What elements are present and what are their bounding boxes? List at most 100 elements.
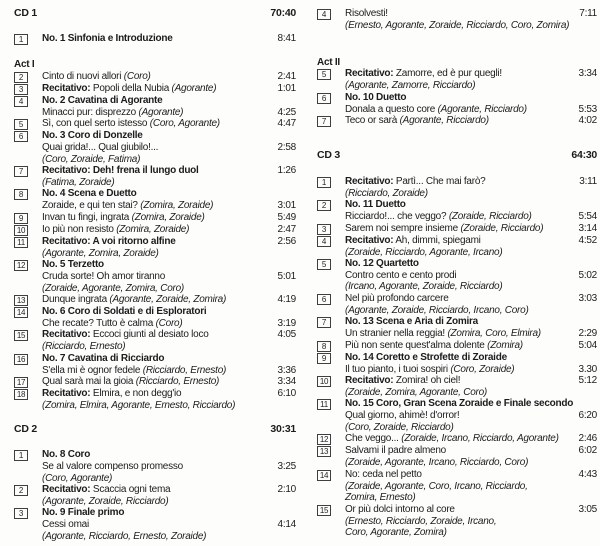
track-row: 1 No. 8 Coro xyxy=(14,449,296,462)
track-duration: 3:14 xyxy=(578,222,598,234)
track-title: Un stranier nella reggia! (Zomira, Coro,… xyxy=(345,328,541,339)
track-duration: 2:56 xyxy=(277,235,297,247)
cd-header: CD 2 30:31 xyxy=(14,423,296,435)
track-title: (Ernesto, Agorante, Zoraide, Ricciardo, … xyxy=(345,20,570,31)
track-number-cell xyxy=(317,281,345,282)
spacer xyxy=(317,127,597,138)
track-duration: 4:47 xyxy=(277,118,297,130)
track-duration: 6:20 xyxy=(578,410,598,422)
track-title: No. 10 Duetto xyxy=(345,92,406,103)
track-title: No. 4 Scena e Duetto xyxy=(42,188,137,199)
track-number-cell: 14 xyxy=(317,469,345,481)
cd-header: CD 1 70:40 xyxy=(14,7,296,19)
track-number-box: 1 xyxy=(14,450,28,462)
text-segment: S'ella mi è ognor fedele xyxy=(42,364,143,376)
track-number-cell: 2 xyxy=(14,71,42,83)
track-number-cell: 2 xyxy=(14,484,42,496)
track-row: 8 No. 4 Scena e Duetto xyxy=(14,188,296,201)
track-title: Contro cento e cento prodi xyxy=(345,270,457,281)
track-number-box: 15 xyxy=(14,330,28,342)
track-number-box: 7 xyxy=(317,116,331,128)
text-segment: (Agorante) xyxy=(171,82,217,94)
text-segment: (Fatima, Zoraide) xyxy=(42,177,115,189)
track-title: No. 2 Cavatina di Agorante xyxy=(42,95,163,106)
track-duration: 3:25 xyxy=(277,461,297,473)
track-row: Contro cento e cento prodi 5:02 xyxy=(317,270,597,281)
track-number-box: 13 xyxy=(317,446,331,458)
text-segment: No. 14 Coretto e Strofette di Zoraide xyxy=(345,351,507,363)
track-number-box: 1 xyxy=(317,176,331,188)
text-segment: (Agorante, Zomira, Zoraide) xyxy=(42,247,159,259)
track-number-cell: 15 xyxy=(317,504,345,516)
text-segment: (Zoraide, Agorante, Coro, Ircano, Riccia… xyxy=(345,480,528,492)
track-row: (Zoraide, Zomira, Agorante, Coro) xyxy=(317,387,597,398)
text-segment: Ah, dimmi, spiegami xyxy=(393,234,481,246)
track-number-box: 9 xyxy=(317,352,331,364)
track-row: (Ernesto, Ricciardo, Zoraide, Ircano, xyxy=(317,516,597,527)
text-segment: No: ceda nel petto xyxy=(345,468,422,480)
track-row: 5 No. 12 Quartetto xyxy=(317,258,597,271)
track-number-box: 12 xyxy=(317,434,331,446)
text-segment: Se al valore compenso promesso xyxy=(42,461,183,473)
track-title: Recitativo: Deh! frena il lungo duol xyxy=(42,165,199,176)
track-number-cell xyxy=(14,519,42,520)
track-duration: 3:19 xyxy=(277,318,297,330)
track-title: Recitativo: Scaccia ogni tema xyxy=(42,484,171,495)
track-number-cell xyxy=(14,283,42,284)
text-segment: (Ernesto, Agorante, Zoraide, Ricciardo, … xyxy=(345,20,570,31)
track-title: Zoraide, e qui ten stai? (Zomira, Zoraid… xyxy=(42,200,214,211)
track-title: Teco or sarà (Agorante, Ricciardo) xyxy=(345,115,489,126)
act-heading: Act II xyxy=(317,56,340,68)
track-row: (Zomira, Elmira, Agorante, Ernesto, Ricc… xyxy=(14,400,296,411)
track-row: 5 Recitativo: Zamorre, ed è pur quegli! 3:… xyxy=(317,68,597,81)
track-number-cell xyxy=(14,473,42,474)
track-title: Più non sente quest'alma dolente (Zomira… xyxy=(345,340,523,351)
track-duration: 3.30 xyxy=(578,363,598,375)
track-duration: 3:34 xyxy=(277,376,297,388)
track-number-box: 15 xyxy=(317,504,331,516)
track-number-cell: 1 xyxy=(14,33,42,46)
track-number-cell xyxy=(317,247,345,248)
track-number-cell xyxy=(14,107,42,108)
track-row: (Ricciardo, Ernesto) xyxy=(14,341,296,352)
track-title: (Zoraide, Agorante, Ircano, Ricciardo, C… xyxy=(345,457,528,468)
track-title: No. 6 Coro di Soldati e di Esploratori xyxy=(42,306,207,317)
track-row: (Zoraide, Ricciardo, Agorante, Ircano) xyxy=(317,247,597,258)
track-title: Salvami il padre almeno xyxy=(345,445,446,456)
track-title: No. 9 Finale primo xyxy=(42,507,124,518)
text-segment: (Zoraide, Ricciardo) xyxy=(460,222,544,234)
track-number-cell xyxy=(14,461,42,462)
track-row: Ricciardo!... che veggo? (Zoraide, Ricci… xyxy=(317,211,597,222)
track-title: Recitativo: Popoli della Nubia (Agorante… xyxy=(42,82,217,94)
track-row: 2 Recitativo: Scaccia ogni tema 2:10 xyxy=(14,484,296,496)
track-number-cell: 14 xyxy=(14,306,42,319)
track-row: (Ernesto, Agorante, Zoraide, Ricciardo, … xyxy=(317,20,597,31)
text-segment: (Zomira, Coro, Elmira) xyxy=(447,328,541,340)
text-segment: Recitativo: xyxy=(345,234,394,246)
track-number-cell xyxy=(14,496,42,497)
text-segment: (Coro, Zoraide, Fatima) xyxy=(42,153,141,165)
track-row: 16 No. 7 Cavatina di Ricciardo xyxy=(14,353,296,365)
track-row: 17 Qual sarà mai la gioia (Ricciardo, Ern… xyxy=(14,376,297,389)
spacer xyxy=(317,31,597,42)
track-number-cell xyxy=(14,154,42,155)
track-row: (Fatima, Zoraide) xyxy=(14,177,296,188)
track-title: Recitativo: Eccoci giunti al desiato loc… xyxy=(42,329,209,340)
text-segment: Partì... Che mai farò? xyxy=(393,175,486,187)
track-title: Io più non resisto (Zomira, Zoraide) xyxy=(42,224,189,235)
track-number-box: 14 xyxy=(14,307,28,319)
track-number-cell xyxy=(317,305,345,306)
track-title: Sarem noi sempre insieme (Zoraide, Ricci… xyxy=(345,222,544,234)
text-segment: (Coro, Agorante) xyxy=(149,118,220,130)
track-title: Invan tu fingi, ingrata (Zomira, Zoraide… xyxy=(42,212,205,223)
track-title: No. 13 Scena e Aria di Zomira xyxy=(345,316,478,327)
track-number-box: 8 xyxy=(317,340,331,352)
track-duration: 4:52 xyxy=(578,234,598,246)
track-row: 2 No. 11 Duetto xyxy=(317,199,597,212)
track-number-cell xyxy=(317,104,345,105)
track-title: (Zomira, Elmira, Agorante, Ernesto, Ricc… xyxy=(42,400,235,411)
track-title: Ricciardo!... che veggo? (Zoraide, Ricci… xyxy=(345,211,532,222)
track-row: 8 Più non sente quest'alma dolente (Zomir… xyxy=(317,340,597,352)
text-segment: Nel più profondo carcere xyxy=(345,292,449,304)
